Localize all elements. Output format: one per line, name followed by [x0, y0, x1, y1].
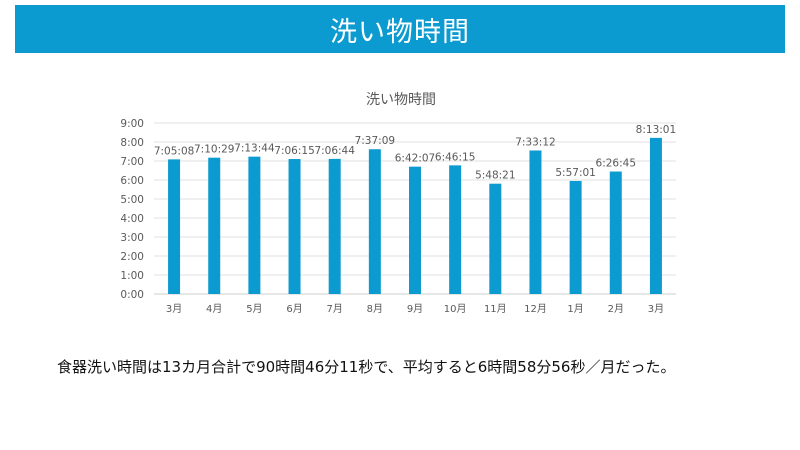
y-tick-label: 8:00	[120, 137, 144, 149]
bar-chart: 洗い物時間 0:00 1:00 2:00 3:00 4:00 5:00 6:00 7:00 8:0…	[120, 92, 676, 315]
page-title: 洗い物時間	[330, 16, 470, 48]
y-tick-label: 9:00	[120, 118, 144, 130]
y-tick-label: 3:00	[120, 232, 144, 244]
title-banner: 洗い物時間	[15, 5, 785, 53]
x-tick-label: 9月	[407, 303, 423, 315]
x-tick-label: 4月	[206, 303, 222, 315]
data-label: 6:26:45	[596, 158, 636, 170]
y-tick-label: 7:00	[120, 156, 144, 168]
data-label: 7:33:12	[515, 136, 555, 148]
bar	[529, 150, 542, 294]
data-label: 8:13:01	[636, 124, 676, 136]
data-label: 5:48:21	[475, 170, 515, 182]
y-tick-label: 4:00	[120, 213, 144, 225]
x-tick-label: 7月	[327, 303, 343, 315]
bar	[609, 171, 622, 294]
bar	[368, 149, 381, 294]
x-tick-label: 12月	[524, 303, 547, 315]
bar	[649, 137, 662, 294]
bar	[409, 166, 421, 294]
y-tick-label: 0:00	[120, 289, 144, 301]
x-tick-label: 6月	[286, 303, 302, 315]
x-tick-label: 3月	[166, 303, 182, 315]
bar	[168, 159, 181, 294]
x-tick-label: 1月	[567, 303, 583, 315]
data-label: 7:06:44	[314, 145, 355, 157]
y-tick-label: 2:00	[120, 251, 144, 263]
data-label: 7:37:09	[355, 135, 395, 147]
x-tick-label: 8月	[367, 303, 383, 315]
data-label: 7:10:29	[194, 144, 234, 156]
y-tick-label: 5:00	[120, 194, 144, 206]
x-tick-label: 3月	[648, 303, 664, 315]
data-label: 7:05:08	[154, 145, 194, 157]
data-label: 7:06:15	[274, 145, 314, 157]
bar	[288, 159, 301, 294]
x-tick-label: 5月	[246, 303, 262, 315]
bar	[248, 156, 261, 294]
y-tick-label: 6:00	[120, 175, 144, 187]
data-label: 6:42:07	[395, 153, 435, 165]
data-label: 7:13:44	[234, 143, 275, 155]
bar	[449, 165, 462, 294]
x-tick-label: 10月	[444, 303, 467, 315]
bar	[569, 180, 582, 294]
bar	[328, 158, 341, 294]
y-tick-label: 1:00	[120, 270, 144, 282]
chart-title: 洗い物時間	[366, 92, 436, 108]
bar	[208, 157, 221, 294]
summary-text: 食器洗い時間は13カ月合計で90時間46分11秒で、平均すると6時間58分56秒…	[57, 358, 676, 376]
x-tick-label: 11月	[484, 303, 507, 315]
data-label: 6:46:15	[435, 151, 475, 163]
data-label: 5:57:01	[555, 167, 595, 179]
x-tick-label: 2月	[608, 303, 624, 315]
bar	[489, 183, 502, 294]
